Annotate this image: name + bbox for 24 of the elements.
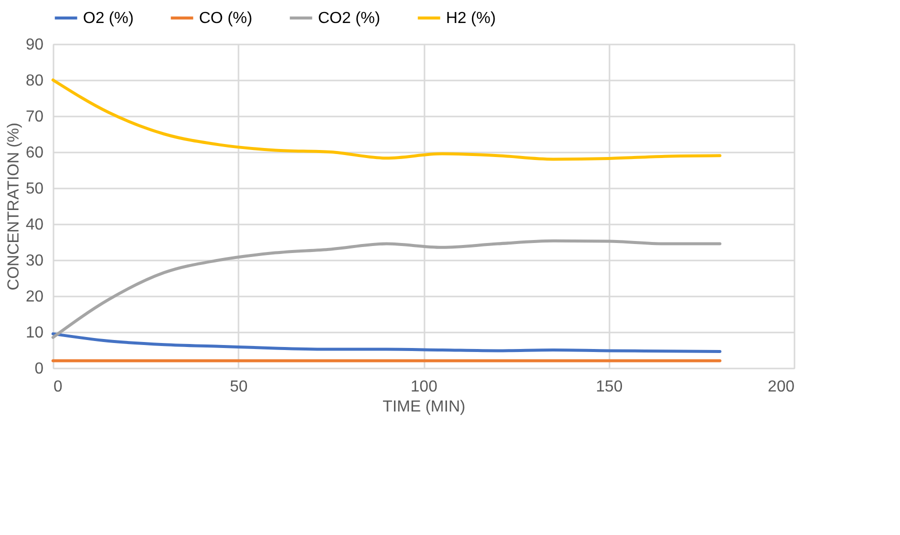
x-tick-label: 200 xyxy=(768,378,795,396)
x-tick-label: 0 xyxy=(54,378,62,396)
y-tick-label: 20 xyxy=(26,288,44,306)
y-tick-label: 70 xyxy=(26,108,44,126)
y-tick-label: 10 xyxy=(26,324,44,342)
legend-label: CO (%) xyxy=(199,10,252,27)
legend-label: CO2 (%) xyxy=(318,10,380,27)
y-tick-label: 60 xyxy=(26,144,44,162)
y-tick-label: 50 xyxy=(26,180,44,198)
legend-label: O2 (%) xyxy=(83,10,134,27)
y-tick-label: 40 xyxy=(26,216,44,234)
y-axis-title: CONCENTRATION (%) xyxy=(6,122,23,290)
legend-label: H2 (%) xyxy=(446,10,496,27)
line-series xyxy=(52,332,722,353)
y-tick-label: 90 xyxy=(26,36,44,54)
y-tick-label: 30 xyxy=(26,252,44,270)
x-tick-label: 50 xyxy=(230,378,248,396)
line-series xyxy=(52,78,722,161)
x-tick-label: 100 xyxy=(410,378,438,396)
y-tick-label: 0 xyxy=(34,360,44,378)
x-tick-label: 150 xyxy=(596,378,623,396)
line-series xyxy=(52,239,722,339)
y-tick-label: 80 xyxy=(26,72,44,90)
x-axis-title: TIME (MIN) xyxy=(382,398,466,416)
